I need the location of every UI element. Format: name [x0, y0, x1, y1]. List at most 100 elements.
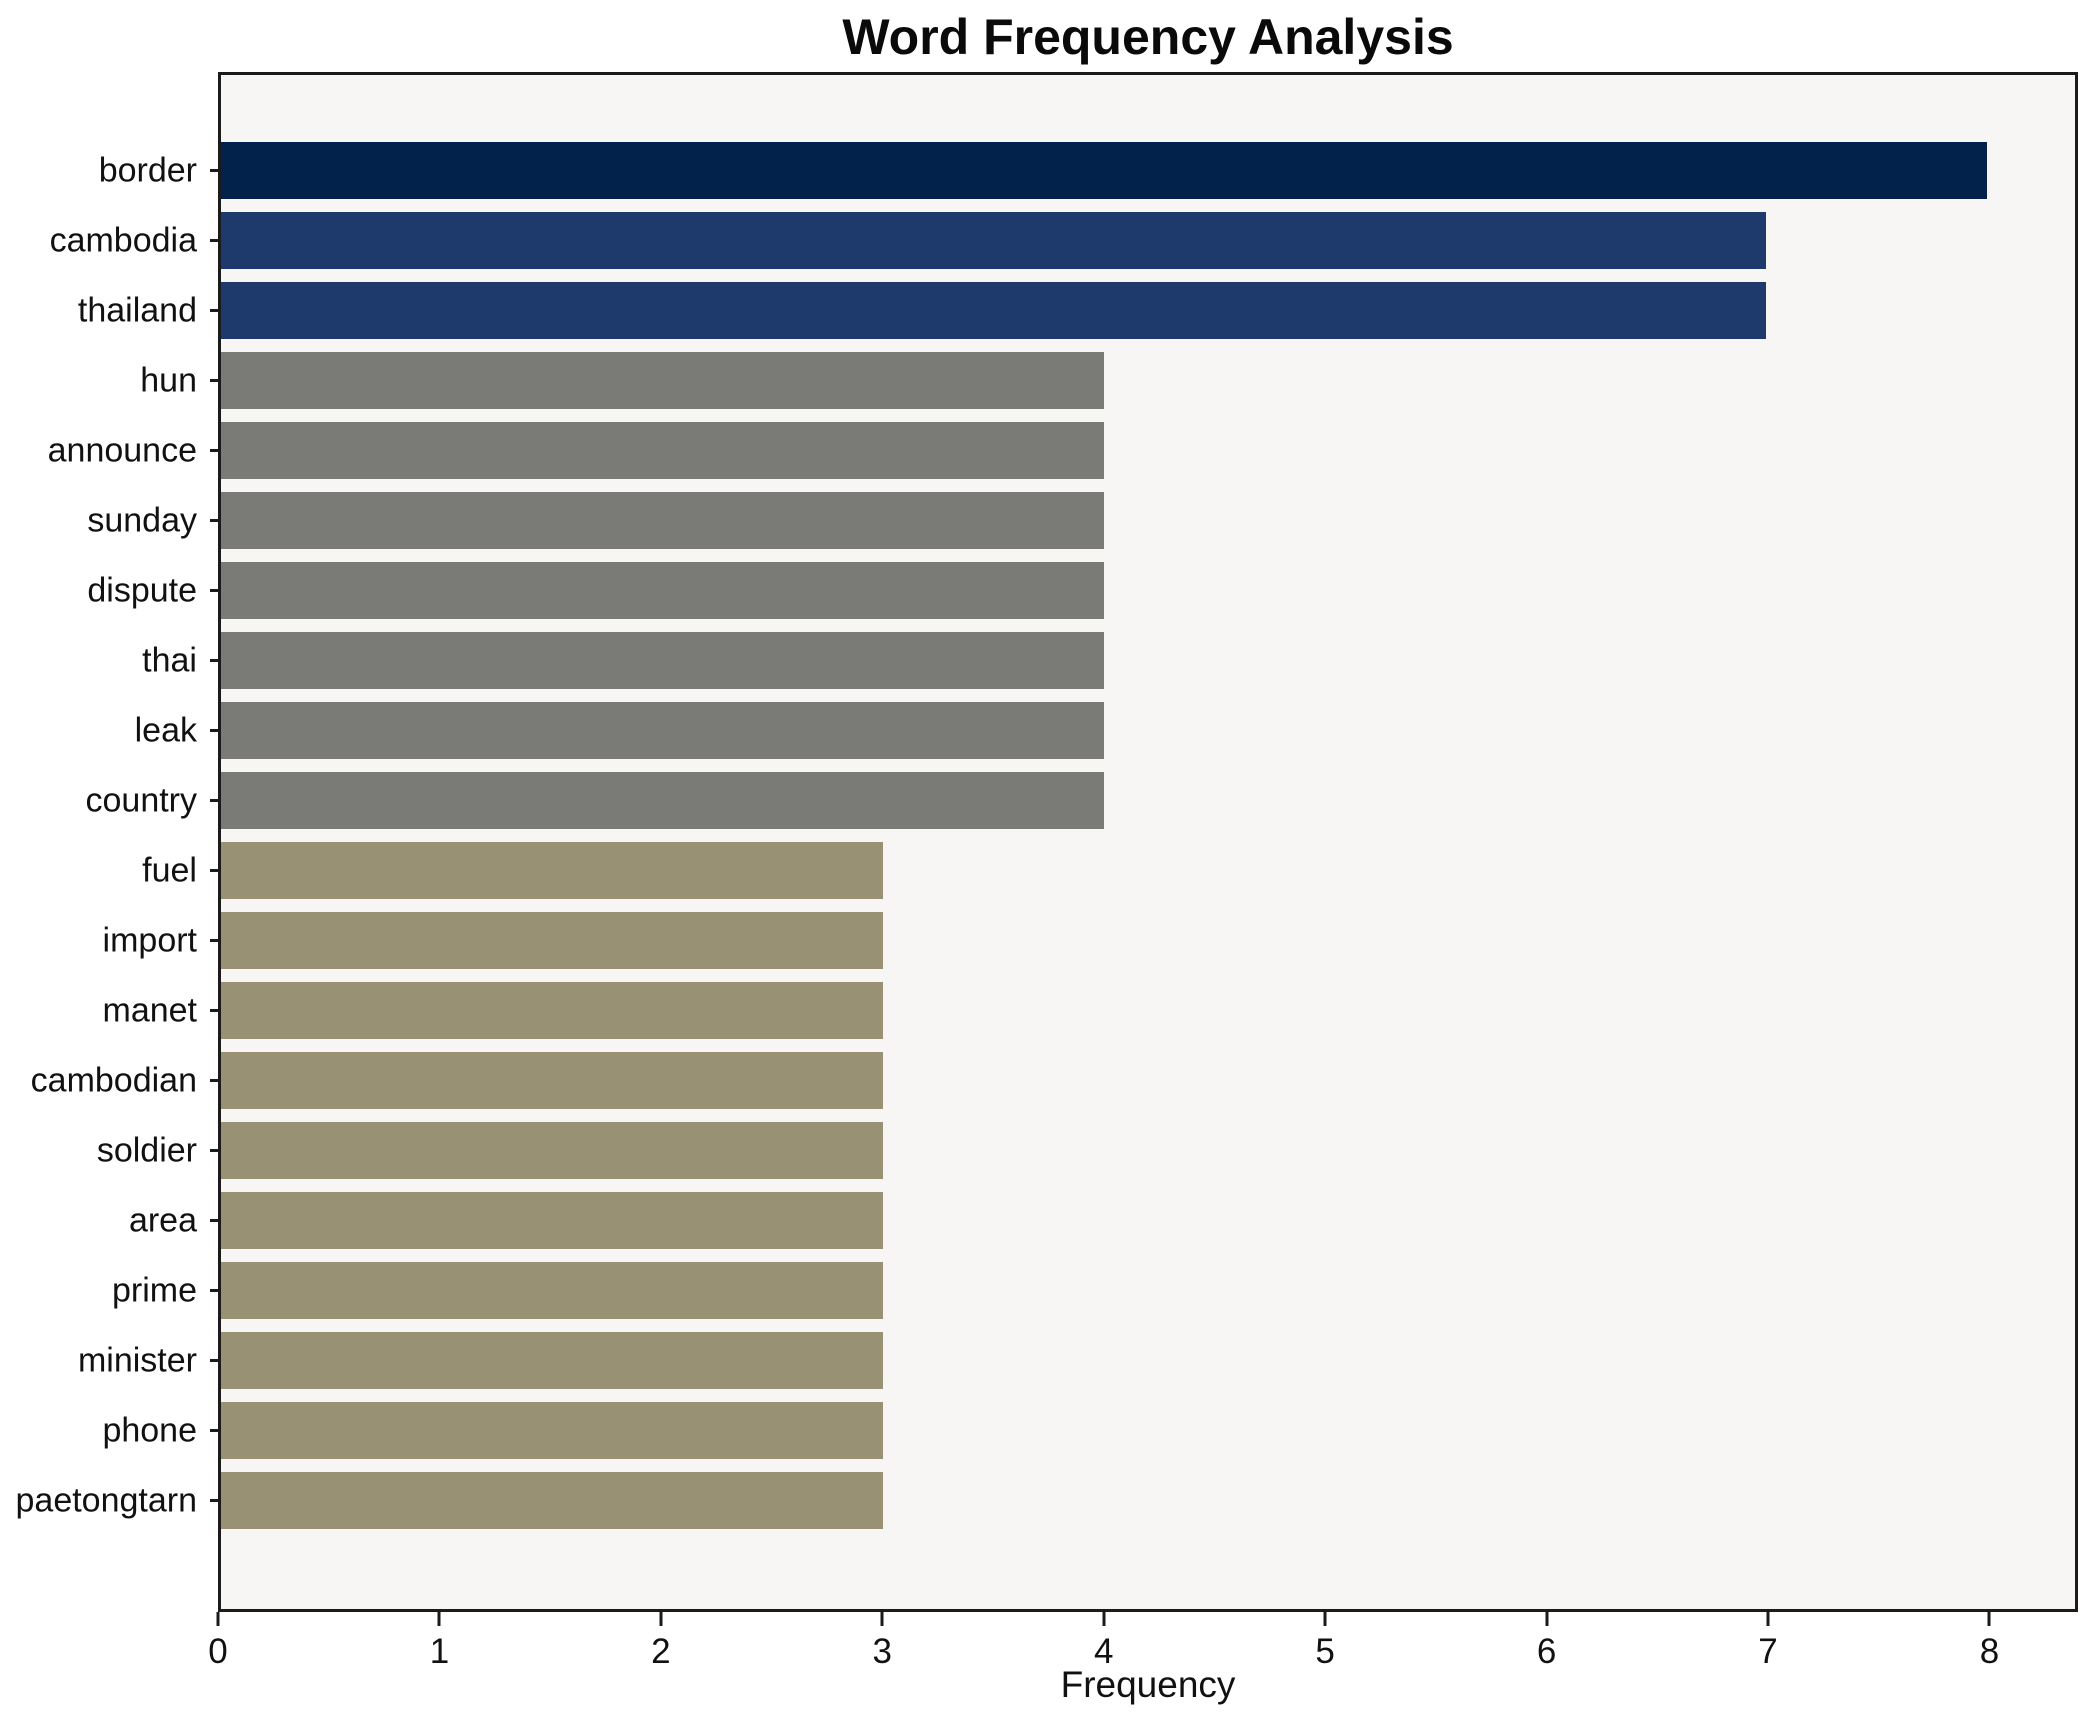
y-axis-tick [210, 168, 221, 172]
y-tick-label: import [102, 921, 197, 959]
bar-row: leak [135, 702, 2075, 759]
bar-row: paetongtarn [16, 1472, 2075, 1529]
y-axis-tick [210, 518, 221, 522]
bar-import [221, 912, 884, 969]
y-axis-tick [210, 238, 221, 242]
x-tick-label: 5 [1315, 1632, 1335, 1671]
bar-row: thailand [78, 282, 2075, 339]
bar-row: announce [48, 422, 2075, 479]
y-axis-tick [210, 588, 221, 592]
x-tick-label: 6 [1536, 1632, 1557, 1671]
bar-prime [221, 1262, 884, 1319]
x-axis-tick [1102, 1612, 1106, 1626]
y-tick-label: cambodia [49, 221, 197, 259]
bar-row: hun [140, 352, 2075, 409]
bar-border [221, 142, 1987, 199]
bar-row: import [103, 912, 2075, 969]
y-axis-tick [210, 868, 221, 872]
bar-sunday [221, 492, 1104, 549]
bar-row: border [99, 142, 2075, 199]
bar-row: sunday [87, 492, 2075, 549]
bar-leak [221, 702, 1104, 759]
x-axis-label: Frequency [1060, 1664, 1236, 1705]
bar-row: area [129, 1192, 2075, 1249]
y-axis-tick [210, 658, 221, 662]
x-tick-label: 0 [208, 1632, 228, 1671]
bar-paetongtarn [221, 1472, 884, 1529]
bar-phone [221, 1402, 884, 1459]
bar-row: thai [142, 632, 2075, 689]
chart-title: Word Frequency Analysis [842, 9, 1454, 65]
y-tick-label: cambodian [30, 1061, 197, 1099]
y-axis-tick [210, 1428, 221, 1432]
y-axis-tick [210, 938, 221, 942]
bar-row: fuel [142, 842, 2075, 899]
y-tick-label: paetongtarn [15, 1481, 198, 1519]
bar-cambodian [221, 1052, 884, 1109]
y-axis-tick [210, 1218, 221, 1222]
y-tick-label: prime [111, 1271, 197, 1309]
x-axis-tick [437, 1612, 441, 1626]
bar-row: manet [103, 982, 2075, 1039]
y-tick-label: dispute [87, 571, 197, 609]
bar-hun [221, 352, 1104, 409]
x-axis-tick [659, 1612, 663, 1626]
bar-row: dispute [87, 562, 2075, 619]
bar-manet [221, 982, 884, 1039]
bar-thailand [221, 282, 1766, 339]
y-tick-label: country [85, 781, 198, 819]
x-tick-label: 7 [1758, 1632, 1778, 1671]
plot-area: border cambodia thailand hun announce sunday d… [16, 72, 2078, 1612]
y-tick-label: sunday [87, 501, 197, 539]
bar-soldier [221, 1122, 884, 1179]
y-tick-label: announce [47, 431, 197, 469]
x-tick-label: 1 [429, 1632, 450, 1671]
bar-row: cambodian [31, 1052, 2075, 1109]
y-axis-tick [210, 728, 221, 732]
bar-announce [221, 422, 1104, 479]
y-axis-tick [210, 1358, 221, 1362]
y-tick-label: border [98, 151, 197, 189]
bar-cambodia [221, 212, 1766, 269]
y-axis-tick [210, 378, 221, 382]
bar-row: soldier [97, 1122, 2075, 1179]
y-axis-tick [210, 1288, 221, 1292]
bar-country [221, 772, 1104, 829]
x-tick-label: 8 [1979, 1632, 2000, 1671]
bar-thai [221, 632, 1104, 689]
bar-minister [221, 1332, 884, 1389]
bar-row: cambodia [50, 212, 2075, 269]
y-axis-tick [210, 308, 221, 312]
bar-dispute [221, 562, 1104, 619]
y-axis-tick [210, 1148, 221, 1152]
y-axis-tick [210, 1498, 221, 1502]
x-tick-label: 2 [651, 1632, 671, 1671]
y-tick-label: hun [140, 361, 197, 399]
x-axis-tick [880, 1612, 884, 1626]
y-tick-label: area [128, 1201, 197, 1239]
x-axis-tick [216, 1612, 220, 1626]
y-tick-label: soldier [96, 1131, 197, 1169]
x-axis-tick [1766, 1612, 1770, 1626]
x-axis: 0 1 2 3 4 5 6 7 8 [208, 1612, 2078, 1722]
y-tick-label: phone [102, 1411, 197, 1449]
y-tick-label: minister [77, 1341, 197, 1379]
y-axis-tick [210, 798, 221, 802]
bar-row: prime [112, 1262, 2075, 1319]
y-axis-tick [210, 1078, 221, 1082]
bar-area [221, 1192, 884, 1249]
bar-row: minister [78, 1332, 2075, 1389]
y-tick-label: manet [102, 991, 198, 1029]
x-axis-tick [1323, 1612, 1327, 1626]
y-axis-tick [210, 448, 221, 452]
y-tick-label: thailand [77, 291, 197, 329]
x-tick-label: 3 [872, 1632, 893, 1671]
x-axis-tick [1987, 1612, 1991, 1626]
y-tick-label: fuel [142, 851, 197, 889]
y-axis-tick [210, 1008, 221, 1012]
y-tick-label: thai [142, 641, 197, 679]
x-axis-tick [1545, 1612, 1549, 1626]
bar-fuel [221, 842, 884, 899]
bar-row: country [86, 772, 2075, 829]
